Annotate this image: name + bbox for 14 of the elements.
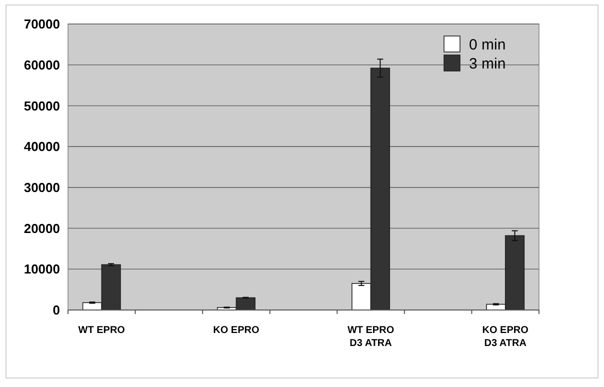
legend-label: 0 min [469, 36, 506, 54]
y-tick-label: 30000 [24, 180, 60, 195]
x-tick-label: WT EPRO D3 ATRA [347, 325, 394, 349]
y-tick-label: 70000 [24, 16, 60, 32]
x-tick-label: WT EPRO [78, 325, 126, 336]
y-tick-label: 40000 [24, 139, 60, 154]
y-tick-label: 60000 [24, 57, 60, 72]
y-tick-label: 0 [52, 302, 60, 318]
y-tick-label: 50000 [24, 98, 60, 114]
x-tick-label: KO EPRO [213, 325, 260, 336]
x-tick-label: KO EPRO D3 ATRA [482, 325, 529, 349]
y-tick-label: 20000 [24, 220, 60, 236]
y-tick-label: 10000 [24, 262, 60, 277]
legend-label: 3 min [469, 55, 506, 72]
